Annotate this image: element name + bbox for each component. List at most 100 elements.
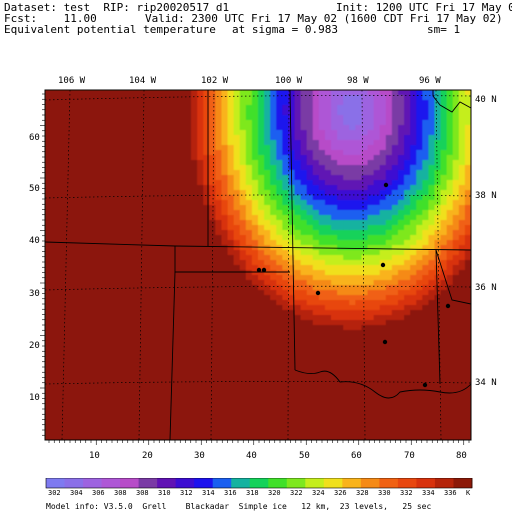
field-cell [178, 385, 186, 391]
field-cell [391, 300, 399, 306]
field-cell [111, 325, 119, 331]
field-cell [385, 125, 393, 131]
field-cell [288, 155, 296, 161]
field-cell [124, 385, 131, 391]
field-cell [312, 125, 320, 131]
field-cell [215, 395, 223, 401]
field-cell [324, 370, 332, 376]
field-cell [434, 350, 442, 356]
field-cell [367, 185, 375, 191]
field-cell [215, 350, 223, 356]
field-cell [148, 310, 156, 316]
field-cell [294, 175, 302, 181]
field-cell [87, 390, 95, 396]
field-cell [63, 165, 70, 171]
field-cell [391, 260, 399, 266]
field-cell [136, 225, 143, 231]
field-cell [239, 295, 247, 301]
field-cell [154, 95, 162, 101]
field-cell [148, 270, 156, 276]
field-cell [367, 355, 375, 361]
field-cell [349, 120, 356, 126]
field-cell [452, 355, 460, 361]
field-cell [404, 115, 411, 121]
field-cell [51, 240, 58, 246]
field-cell [349, 395, 356, 401]
field-cell [343, 290, 350, 296]
field-cell [142, 295, 150, 301]
field-cell [343, 215, 350, 221]
field-cell [385, 95, 393, 101]
field-cell [288, 315, 296, 321]
field-cell [251, 310, 259, 316]
field-cell [367, 270, 375, 276]
field-cell [324, 250, 332, 256]
field-cell [209, 430, 216, 436]
field-cell [373, 215, 381, 221]
field-cell [258, 205, 265, 211]
field-cell [81, 155, 89, 161]
field-cell [215, 90, 223, 96]
field-cell [160, 165, 168, 171]
field-cell [446, 385, 454, 391]
field-cell [130, 190, 137, 196]
field-cell [300, 290, 308, 296]
field-cell [440, 170, 448, 176]
field-cell [349, 100, 356, 106]
field-cell [367, 395, 375, 401]
field-cell [318, 165, 326, 171]
field-cell [87, 245, 95, 251]
field-cell [99, 350, 107, 356]
field-cell [233, 160, 241, 166]
field-cell [172, 90, 180, 96]
field-cell [87, 110, 95, 116]
field-cell [385, 130, 393, 136]
field-cell [288, 430, 296, 436]
field-cell [446, 195, 454, 201]
field-cell [306, 300, 314, 306]
field-cell [221, 180, 229, 186]
field-cell [276, 415, 283, 421]
field-cell [111, 300, 119, 306]
field-cell [440, 430, 448, 436]
field-cell [385, 390, 393, 396]
field-cell [337, 260, 344, 266]
field-cell [105, 145, 113, 151]
field-cell [434, 375, 442, 381]
field-cell [245, 305, 253, 311]
field-cell [251, 90, 259, 96]
field-cell [361, 95, 369, 101]
field-cell [239, 110, 247, 116]
field-cell [160, 100, 168, 106]
field-cell [385, 90, 393, 96]
field-cell [136, 385, 143, 391]
field-cell [404, 250, 411, 256]
field-cell [312, 105, 320, 111]
field-cell [428, 235, 436, 241]
field-cell [184, 305, 192, 311]
field-cell [87, 180, 95, 186]
field-cell [197, 335, 204, 341]
field-cell [300, 355, 308, 361]
field-cell [294, 185, 302, 191]
field-cell [160, 120, 168, 126]
field-cell [373, 355, 381, 361]
field-cell [331, 160, 338, 166]
field-cell [215, 340, 223, 346]
parallel-line [45, 381, 471, 385]
field-cell [93, 245, 101, 251]
field-cell [209, 205, 216, 211]
field-cell [45, 255, 52, 261]
field-cell [343, 145, 350, 151]
field-cell [118, 280, 125, 286]
field-cell [270, 330, 277, 336]
field-cell [81, 190, 89, 196]
field-cell [258, 385, 265, 391]
field-cell [440, 300, 448, 306]
field-cell [75, 225, 83, 231]
field-cell [355, 365, 363, 371]
field-cell [75, 305, 83, 311]
field-cell [111, 305, 119, 311]
field-cell [111, 145, 119, 151]
field-cell [355, 215, 363, 221]
